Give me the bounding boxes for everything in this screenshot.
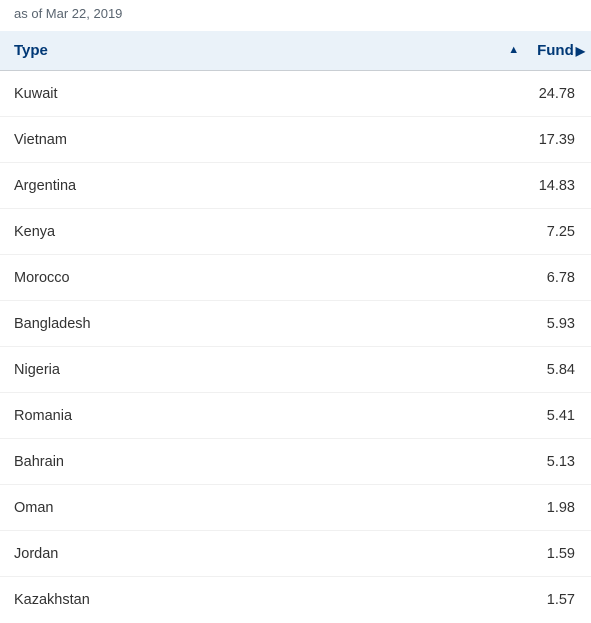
as-of-label: as of Mar 22, 2019 xyxy=(0,6,591,31)
cell-type: Argentina xyxy=(14,178,507,194)
cell-type: Jordan xyxy=(14,546,507,562)
sort-ascending-icon: ▲ xyxy=(508,45,519,56)
cell-fund: 5.93 xyxy=(507,316,577,332)
cell-fund: 5.13 xyxy=(507,454,577,470)
cell-type: Bangladesh xyxy=(14,316,507,332)
column-header-fund[interactable]: Fund ▶ xyxy=(537,42,591,59)
cell-fund: 1.98 xyxy=(507,500,577,516)
cell-type: Kuwait xyxy=(14,86,507,102)
table-row: Kazakhstan1.57 xyxy=(0,577,591,623)
table-row: Vietnam17.39 xyxy=(0,117,591,163)
column-header-type-label: Type xyxy=(14,42,48,59)
table-row: Bangladesh5.93 xyxy=(0,301,591,347)
table-row: Kenya7.25 xyxy=(0,209,591,255)
cell-type: Kenya xyxy=(14,224,507,240)
cell-type: Morocco xyxy=(14,270,507,286)
cell-fund: 1.57 xyxy=(507,592,577,608)
cell-type: Oman xyxy=(14,500,507,516)
cell-fund: 7.25 xyxy=(507,224,577,240)
table-row: Kuwait24.78 xyxy=(0,71,591,117)
cell-type: Vietnam xyxy=(14,132,507,148)
cell-fund: 5.41 xyxy=(507,408,577,424)
cell-type: Romania xyxy=(14,408,507,424)
table-row: Romania5.41 xyxy=(0,393,591,439)
table-row: Jordan1.59 xyxy=(0,531,591,577)
cell-fund: 17.39 xyxy=(507,132,577,148)
cell-fund: 5.84 xyxy=(507,362,577,378)
cell-fund: 6.78 xyxy=(507,270,577,286)
table-header: Type ▲ Fund ▶ xyxy=(0,31,591,71)
table-row: Bahrain5.13 xyxy=(0,439,591,485)
table-container: as of Mar 22, 2019 Type ▲ Fund ▶ Kuwait2… xyxy=(0,0,591,623)
table-body: Kuwait24.78Vietnam17.39Argentina14.83Ken… xyxy=(0,71,591,623)
cell-type: Kazakhstan xyxy=(14,592,507,608)
cell-type: Nigeria xyxy=(14,362,507,378)
cell-fund: 1.59 xyxy=(507,546,577,562)
chevron-right-icon: ▶ xyxy=(576,45,585,57)
cell-fund: 24.78 xyxy=(507,86,577,102)
column-header-type[interactable]: Type ▲ xyxy=(0,42,537,59)
cell-fund: 14.83 xyxy=(507,178,577,194)
table-row: Morocco6.78 xyxy=(0,255,591,301)
table-row: Nigeria5.84 xyxy=(0,347,591,393)
cell-type: Bahrain xyxy=(14,454,507,470)
column-header-fund-label: Fund xyxy=(537,42,574,59)
table-row: Oman1.98 xyxy=(0,485,591,531)
table-row: Argentina14.83 xyxy=(0,163,591,209)
